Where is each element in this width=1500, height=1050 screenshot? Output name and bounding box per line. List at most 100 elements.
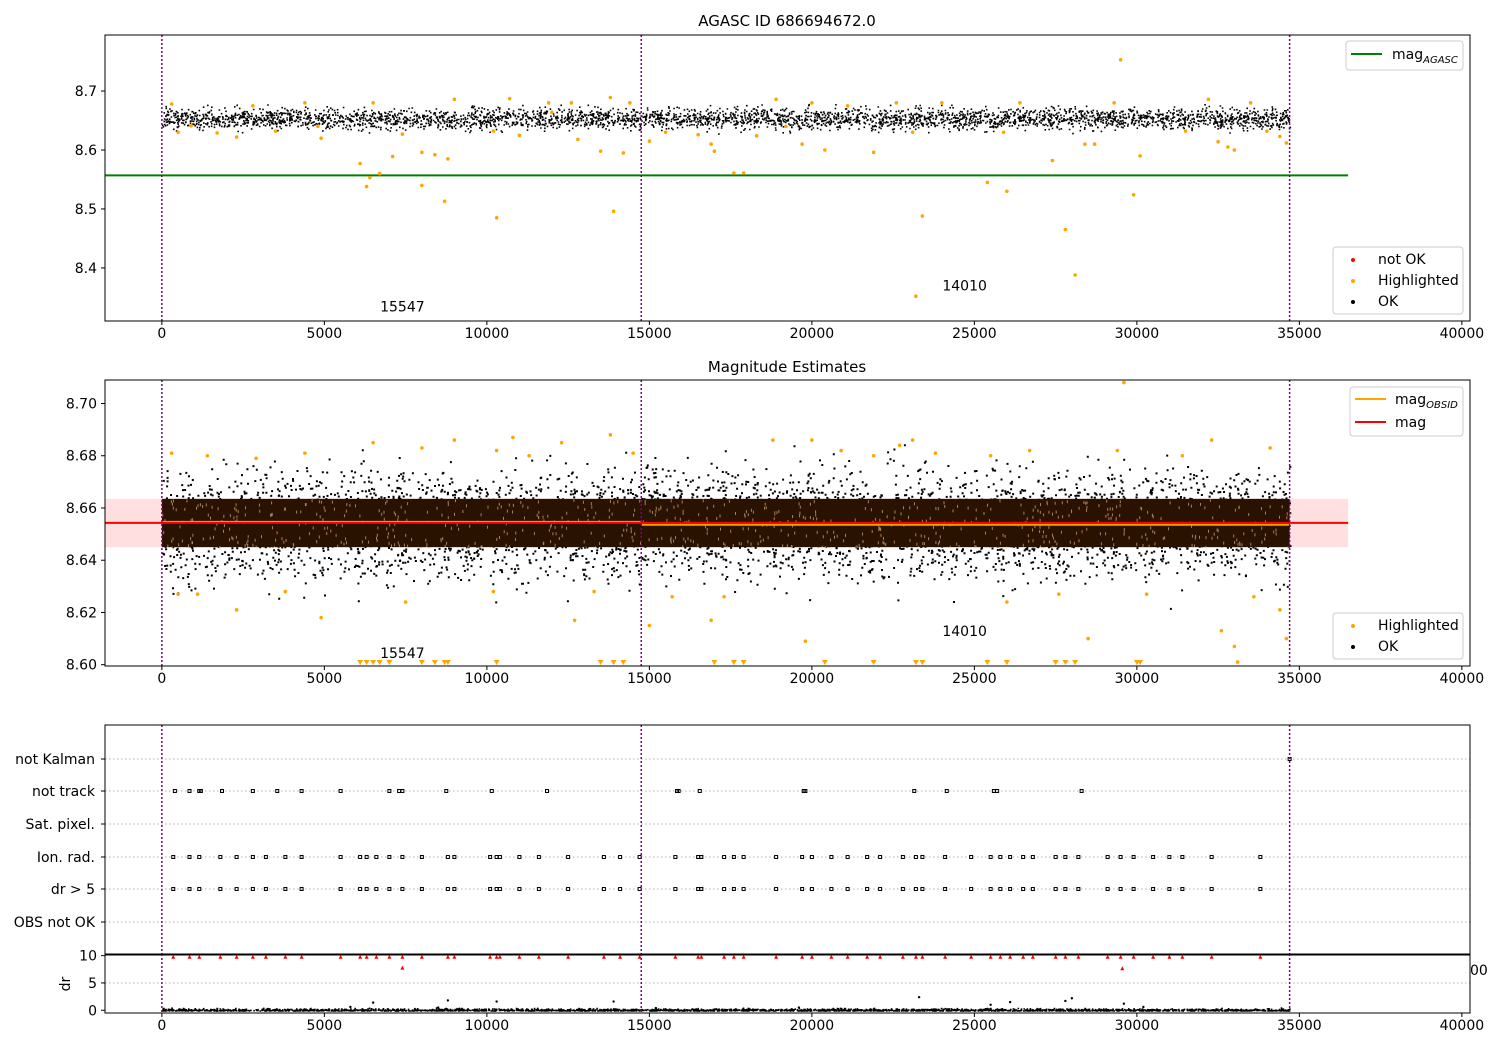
panel-2-below-range-marker bbox=[493, 660, 500, 665]
panel-3-flag-event bbox=[187, 855, 192, 859]
panel-3-flag-event bbox=[171, 855, 176, 859]
panel-1-highlighted-point bbox=[1112, 101, 1116, 105]
panel-3-flag-event bbox=[536, 855, 541, 859]
panel-4-high-dr-point bbox=[400, 965, 405, 970]
panel-3-flag-event bbox=[1053, 887, 1058, 891]
panel-3-flag-event bbox=[913, 887, 918, 891]
panel-2-ytick-label: 8.64 bbox=[66, 553, 97, 569]
panel-3-flag-event bbox=[566, 887, 571, 891]
panel-1-obs-label: 15547 bbox=[380, 300, 425, 316]
panel-2-obs-label: 15547 bbox=[380, 646, 425, 662]
panel-1-highlighted-point bbox=[663, 130, 668, 135]
panel-3-flag-event bbox=[912, 789, 917, 793]
panel-2-ytick-label: 8.66 bbox=[66, 501, 97, 517]
panel-4-high-dr-point bbox=[1030, 954, 1035, 959]
legend-label-mag-obsid: magOBSID bbox=[1395, 392, 1458, 411]
panel-3-flag-event bbox=[400, 855, 405, 859]
panel-4-high-dr-point bbox=[1120, 966, 1125, 971]
panel-4-high-dr-point bbox=[517, 954, 522, 959]
panel-3-flag-event bbox=[900, 855, 905, 859]
panel-1-xtick-label: 35000 bbox=[1277, 326, 1322, 342]
panel-3-flag-event bbox=[618, 887, 623, 891]
panel-1-highlighted-point bbox=[1216, 139, 1220, 144]
panel-4-high-dr-point bbox=[171, 954, 176, 959]
panel-3-flag-event bbox=[943, 855, 948, 859]
panel-2-frame bbox=[104, 379, 1471, 667]
panel-4-high-dr-point bbox=[263, 954, 268, 959]
panel-3-flag-event bbox=[171, 887, 176, 891]
panel-4-high-dr-point bbox=[618, 954, 623, 959]
panel-1-ytick-label: 8.6 bbox=[75, 143, 97, 159]
panel-3-flag-event bbox=[865, 855, 870, 859]
panel-4-high-dr-point bbox=[800, 954, 805, 959]
panel-3-flag-event bbox=[920, 887, 925, 891]
panel-4-high-dr-point bbox=[197, 954, 202, 959]
panel-4-high-dr-point bbox=[445, 954, 450, 959]
panel-1-band-layer bbox=[161, 103, 1292, 135]
panel-1-highlighted-point bbox=[800, 142, 804, 146]
panel-3-flag-event bbox=[722, 887, 727, 891]
panel-3-flag-event bbox=[1118, 887, 1123, 891]
panel-2-highlighted-point bbox=[592, 589, 596, 594]
panel-3-flag-event bbox=[387, 855, 392, 859]
panel-2-below-range-marker bbox=[376, 660, 383, 665]
panel-3-flag-event bbox=[283, 855, 288, 859]
panel-4-edge-text: 00 bbox=[1470, 963, 1488, 979]
panel-4-low-point bbox=[495, 1000, 498, 1003]
panel-3-flag-event bbox=[400, 887, 405, 891]
legend-label-ok: OK bbox=[1378, 294, 1399, 310]
panel-3-flag-event bbox=[197, 855, 202, 859]
panel-1-highlighted-point bbox=[712, 149, 717, 153]
panel-3-flag-event bbox=[865, 887, 870, 891]
panel-2-below-range-marker bbox=[740, 660, 747, 665]
panel-1-ytick-label: 8.4 bbox=[75, 261, 97, 277]
panel-1-highlighted-point bbox=[433, 152, 437, 157]
panel-4-low-point bbox=[1064, 999, 1067, 1003]
panel-2-highlighted-point bbox=[254, 456, 258, 461]
panel-3-flag-event bbox=[263, 887, 268, 891]
panel-4-high-dr-point bbox=[722, 954, 727, 959]
panel-3-flag-event bbox=[998, 887, 1003, 891]
panel-3-flag-event bbox=[250, 887, 255, 891]
panel-3-flag-event bbox=[299, 887, 304, 891]
panel-2-below-range-marker bbox=[1072, 660, 1079, 665]
panel-2-highlighted-point bbox=[572, 618, 577, 623]
panel-2-xtick-label: 25000 bbox=[952, 671, 997, 687]
panel-3-flag-event bbox=[1209, 887, 1214, 891]
panel-3-flag-event bbox=[1105, 855, 1110, 859]
panel-3-flag-event bbox=[809, 855, 814, 859]
legend-marker-ok bbox=[1351, 300, 1355, 304]
panel-3-flag-event bbox=[920, 855, 925, 859]
panel-2-xtick-label: 40000 bbox=[1440, 671, 1485, 687]
panel-2-highlighted-point bbox=[631, 451, 635, 455]
panel-1-highlighted-point bbox=[507, 96, 512, 101]
panel-3-flag-event bbox=[1258, 887, 1263, 891]
panel-1-highlighted-point bbox=[628, 101, 632, 105]
panel-3-flag-event bbox=[1151, 887, 1156, 891]
panel-1-highlighted-point bbox=[176, 130, 180, 135]
panel-2-highlighted-point bbox=[234, 608, 239, 612]
panel-4-high-dr-point bbox=[637, 954, 642, 959]
panel-4-low-point bbox=[612, 1000, 615, 1003]
panel-3-flag-event bbox=[741, 855, 746, 859]
panel-2-highlighted-point bbox=[722, 594, 726, 599]
panel-2-highlighted-point bbox=[1180, 453, 1185, 458]
panel-3-flag-event bbox=[1180, 887, 1185, 891]
panel-4-low-dr-points bbox=[162, 1007, 1291, 1012]
panel-4-axes: 0 5000 10000 15000 20000 25000 30000 35000 40000… bbox=[79, 949, 1484, 1034]
panel-3-flag-event bbox=[845, 887, 850, 891]
panel-1-highlighted-point bbox=[1232, 148, 1237, 152]
panel-4-high-dr-point bbox=[988, 954, 993, 959]
panel-1-highlighted-point bbox=[189, 124, 193, 128]
panel-4-xtick-label: 10000 bbox=[465, 1018, 510, 1034]
panel-1-highlighted-point bbox=[546, 101, 551, 105]
panel-1-highlighted-point bbox=[358, 161, 362, 166]
panel-3-flag-event bbox=[800, 887, 805, 891]
panel-2-below-range-marker bbox=[1052, 660, 1059, 665]
panel-1-highlighted-point bbox=[940, 101, 944, 105]
panel-2-highlighted-point bbox=[1144, 592, 1149, 596]
panel-4-low-point bbox=[797, 1006, 801, 1009]
panel-3-flag-event bbox=[699, 855, 704, 859]
legend-marker-highlighted bbox=[1351, 279, 1355, 283]
panel-2-highlighted-point bbox=[803, 639, 808, 643]
